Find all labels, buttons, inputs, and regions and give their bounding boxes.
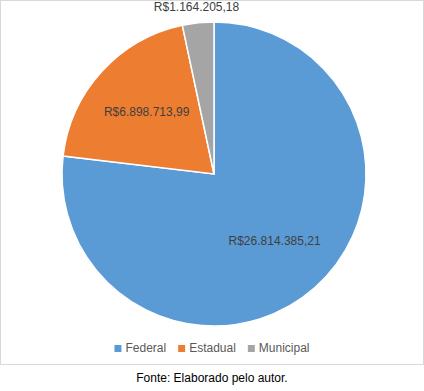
- data-labels: R$26.814.385,21 R$6.898.713,99 R$1.164.205…: [104, 0, 321, 248]
- pie-slice: [182, 22, 214, 174]
- data-label: R$1.164.205,18: [154, 0, 240, 14]
- data-label: R$6.898.713,99: [104, 105, 190, 119]
- pie: [62, 22, 366, 326]
- legend-swatch: [114, 345, 121, 352]
- legend-swatch: [178, 345, 185, 352]
- legend-item: Estadual: [178, 341, 236, 355]
- legend-label: Federal: [125, 341, 166, 355]
- chart-frame: [1, 1, 424, 365]
- pie-slice: [62, 22, 366, 326]
- legend-label: Estadual: [189, 341, 236, 355]
- legend: Federal Estadual Municipal: [114, 341, 309, 355]
- data-label: R$26.814.385,21: [229, 234, 321, 248]
- chart: R$26.814.385,21 R$6.898.713,99 R$1.164.205…: [0, 0, 424, 391]
- caption: Fonte: Elaborado pelo autor.: [136, 371, 287, 385]
- legend-item: Municipal: [248, 341, 310, 355]
- legend-label: Municipal: [259, 341, 310, 355]
- legend-swatch: [248, 345, 255, 352]
- legend-item: Federal: [114, 341, 166, 355]
